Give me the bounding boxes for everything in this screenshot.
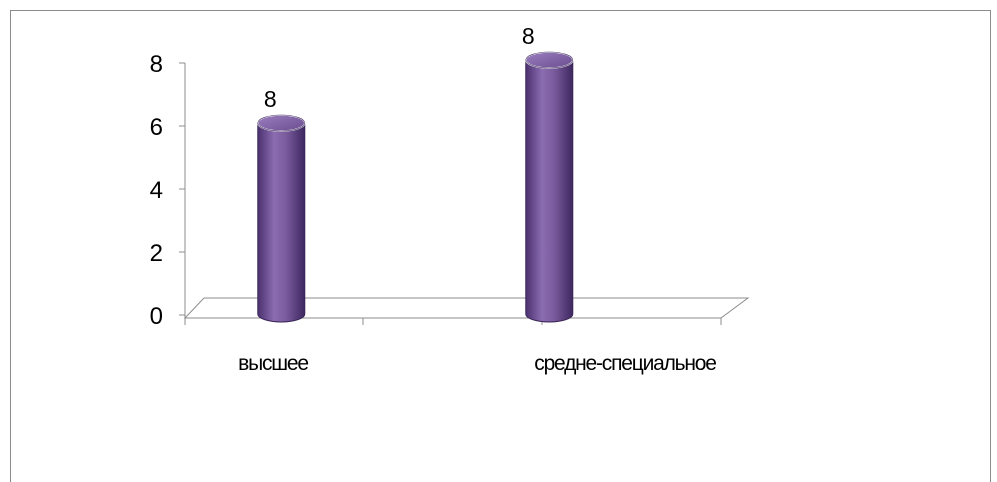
y-tick-label: 2	[150, 240, 163, 267]
data-label: 8	[264, 86, 277, 112]
category-label: высшее	[238, 352, 308, 375]
y-tick-label: 8	[150, 51, 163, 78]
bar-body	[257, 122, 306, 323]
bar-cap-outline	[525, 51, 574, 69]
bar	[525, 51, 574, 323]
bar-cap-outline	[257, 114, 306, 132]
chart-frame	[10, 10, 991, 482]
data-label: 8	[522, 23, 535, 49]
y-tick-label: 0	[150, 303, 163, 330]
bar	[257, 114, 306, 323]
category-label: средне-специальное	[534, 352, 716, 375]
y-tick-label: 4	[150, 177, 163, 204]
bar-body	[525, 59, 574, 323]
y-tick-label: 6	[150, 114, 163, 141]
